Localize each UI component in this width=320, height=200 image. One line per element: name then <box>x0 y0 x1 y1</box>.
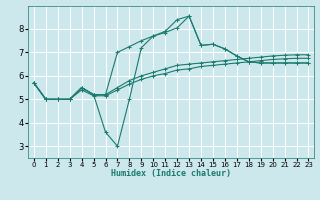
X-axis label: Humidex (Indice chaleur): Humidex (Indice chaleur) <box>111 169 231 178</box>
